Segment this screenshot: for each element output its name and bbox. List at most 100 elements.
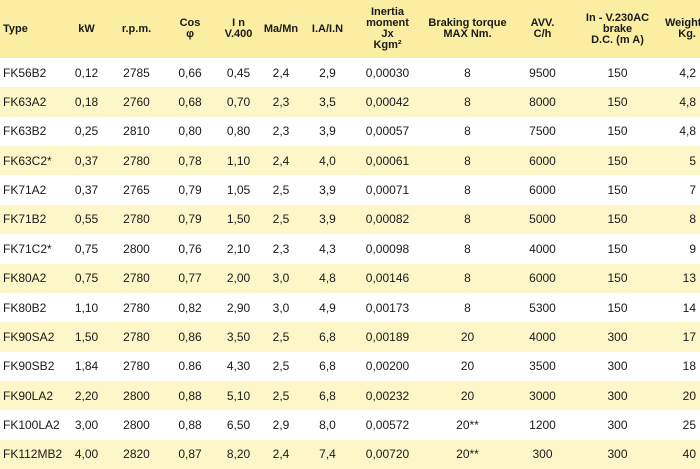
- table-cell: 0,25: [74, 124, 99, 139]
- table-cell: FK63A2: [0, 87, 65, 117]
- table-cell: 3,9: [319, 183, 336, 198]
- table-cell: 2820: [108, 439, 165, 469]
- table-cell: 2780: [108, 204, 165, 235]
- table-cell: 0,00146: [355, 263, 420, 293]
- table-cell: 1200: [529, 417, 556, 432]
- table-cell: 6,8: [300, 380, 355, 411]
- header-text: Braking torque: [428, 17, 507, 29]
- header-text: φ: [186, 28, 194, 40]
- table-row: FK63C2* 0,37 2780 0,78 1,10 2,4 4,0 0,00061 8 600…: [0, 146, 700, 176]
- table-cell: 1,50: [65, 322, 108, 352]
- table-cell: 2800: [108, 380, 165, 411]
- table-row: FK71C2* 0,75 2800 0,76 2,10 2,3 4,3 0,00098 8 400…: [0, 234, 700, 263]
- table-cell: 2800: [123, 417, 150, 432]
- table-cell: 0,12: [74, 65, 99, 80]
- table-cell: 0,00071: [365, 183, 410, 198]
- table-cell: 4000: [529, 241, 556, 256]
- table-cell: 0,78: [165, 146, 215, 176]
- table-cell: 300: [607, 359, 628, 374]
- table-cell: 0,55: [65, 204, 108, 235]
- table-cell: 2810: [123, 124, 150, 139]
- table-cell: 0,66: [178, 65, 202, 80]
- table-cell: 17: [665, 322, 700, 352]
- header-cell: Type: [0, 0, 65, 58]
- table-cell: 0,68: [165, 87, 215, 117]
- table-cell: 6000: [515, 146, 570, 176]
- table-cell: 8: [420, 87, 515, 117]
- table-cell: 300: [515, 439, 570, 469]
- table-cell: 0,80: [226, 124, 251, 139]
- header-text: moment: [366, 17, 409, 29]
- header-text: brake: [602, 22, 633, 35]
- table-cell: 0,88: [165, 380, 215, 411]
- header-cell: r.p.m.: [108, 0, 165, 58]
- header-text: Ma/Mn: [263, 22, 299, 35]
- table-cell: 20: [460, 359, 475, 374]
- table-cell: FK90SB2: [3, 359, 55, 374]
- table-cell: 20: [420, 322, 515, 352]
- table-cell: 150: [607, 65, 628, 80]
- table-cell: 2,5: [262, 322, 300, 352]
- table-cell: 8: [464, 241, 471, 256]
- table-cell: 0.86: [178, 359, 202, 374]
- table-cell: 300: [607, 417, 628, 432]
- header-text: I.A/I.N: [311, 22, 344, 35]
- header-text: Inertia: [370, 6, 404, 18]
- table-cell: 4,0: [300, 146, 355, 176]
- table-cell: 2,4: [262, 439, 300, 469]
- table-cell: 3500: [529, 359, 556, 374]
- header-text: kW: [78, 22, 95, 35]
- table-cell: 2760: [108, 87, 165, 117]
- header-cell: Ma/Mn: [262, 0, 300, 58]
- table-row: FK100LA2 3,00 2800 0,88 6,50 2,9 8,0 0,00572 20*…: [0, 410, 700, 439]
- table-cell: 150: [570, 146, 665, 176]
- table-cell: 300: [570, 322, 665, 352]
- table-cell: 3000: [515, 380, 570, 411]
- header-cell: kW: [65, 0, 108, 58]
- table-cell: 4,8: [665, 87, 700, 117]
- table-cell: 4,30: [226, 359, 251, 374]
- table-cell: FK63B2: [3, 124, 47, 139]
- table-cell: 20: [420, 380, 515, 411]
- table-cell: FK90LA2: [0, 380, 65, 411]
- header-row: Type kW r.p.m. Cos φ I n V.400 Ma/Mn I.A/I.N Iner…: [0, 0, 700, 58]
- table-body: FK56B2 0,12 2785 0,66 0,45 2,4 2,9 0,00030 8 9500…: [0, 58, 700, 469]
- table-cell: 0,76: [178, 241, 202, 256]
- table-cell: 2780: [108, 322, 165, 352]
- table-cell: 0,00173: [365, 300, 410, 315]
- table-row: FK90SA2 1,50 2780 0,86 3,50 2,5 6,8 0,00189 20 40…: [0, 322, 700, 352]
- table-cell: FK71B2: [0, 204, 65, 235]
- table-row: FK80B2 1,10 2780 0,82 2,90 3,0 4,9 0,00173 8 5300…: [0, 293, 700, 322]
- table-cell: 1,50: [215, 204, 262, 235]
- table-cell: 0,77: [165, 263, 215, 293]
- table-cell: 2,00: [215, 263, 262, 293]
- table-cell: 2,10: [226, 241, 251, 256]
- table-cell: 6,50: [226, 417, 251, 432]
- table-cell: 6,8: [319, 359, 336, 374]
- table-cell: 2,5: [272, 183, 290, 198]
- table-row: FK90LA2 2,20 2800 0,88 5,10 2,5 6,8 0,00232 20 30…: [0, 380, 700, 411]
- table-cell: 300: [570, 439, 665, 469]
- table-cell: 8: [464, 124, 471, 139]
- table-cell: 2,3: [262, 87, 300, 117]
- table-cell: 6000: [515, 263, 570, 293]
- header-text: Cos: [179, 17, 201, 29]
- table-cell: 8000: [515, 87, 570, 117]
- table-cell: 7,4: [300, 439, 355, 469]
- table-cell: 0,00042: [355, 87, 420, 117]
- table-cell: 0,75: [65, 263, 108, 293]
- table-cell: 0,00200: [365, 359, 410, 374]
- table-cell: 0,70: [215, 87, 262, 117]
- table-cell: 4000: [515, 322, 570, 352]
- table-cell: 7: [689, 183, 696, 198]
- table-cell: 0,45: [226, 65, 251, 80]
- table-cell: 2,5: [262, 204, 300, 235]
- table-cell: 0,37: [74, 183, 99, 198]
- table-cell: 2780: [123, 359, 150, 374]
- table-cell: 150: [570, 263, 665, 293]
- header-text: Kg.: [678, 28, 696, 40]
- header-text: r.p.m.: [121, 22, 152, 35]
- table-cell: 150: [607, 124, 628, 139]
- table-cell: 3,9: [300, 204, 355, 235]
